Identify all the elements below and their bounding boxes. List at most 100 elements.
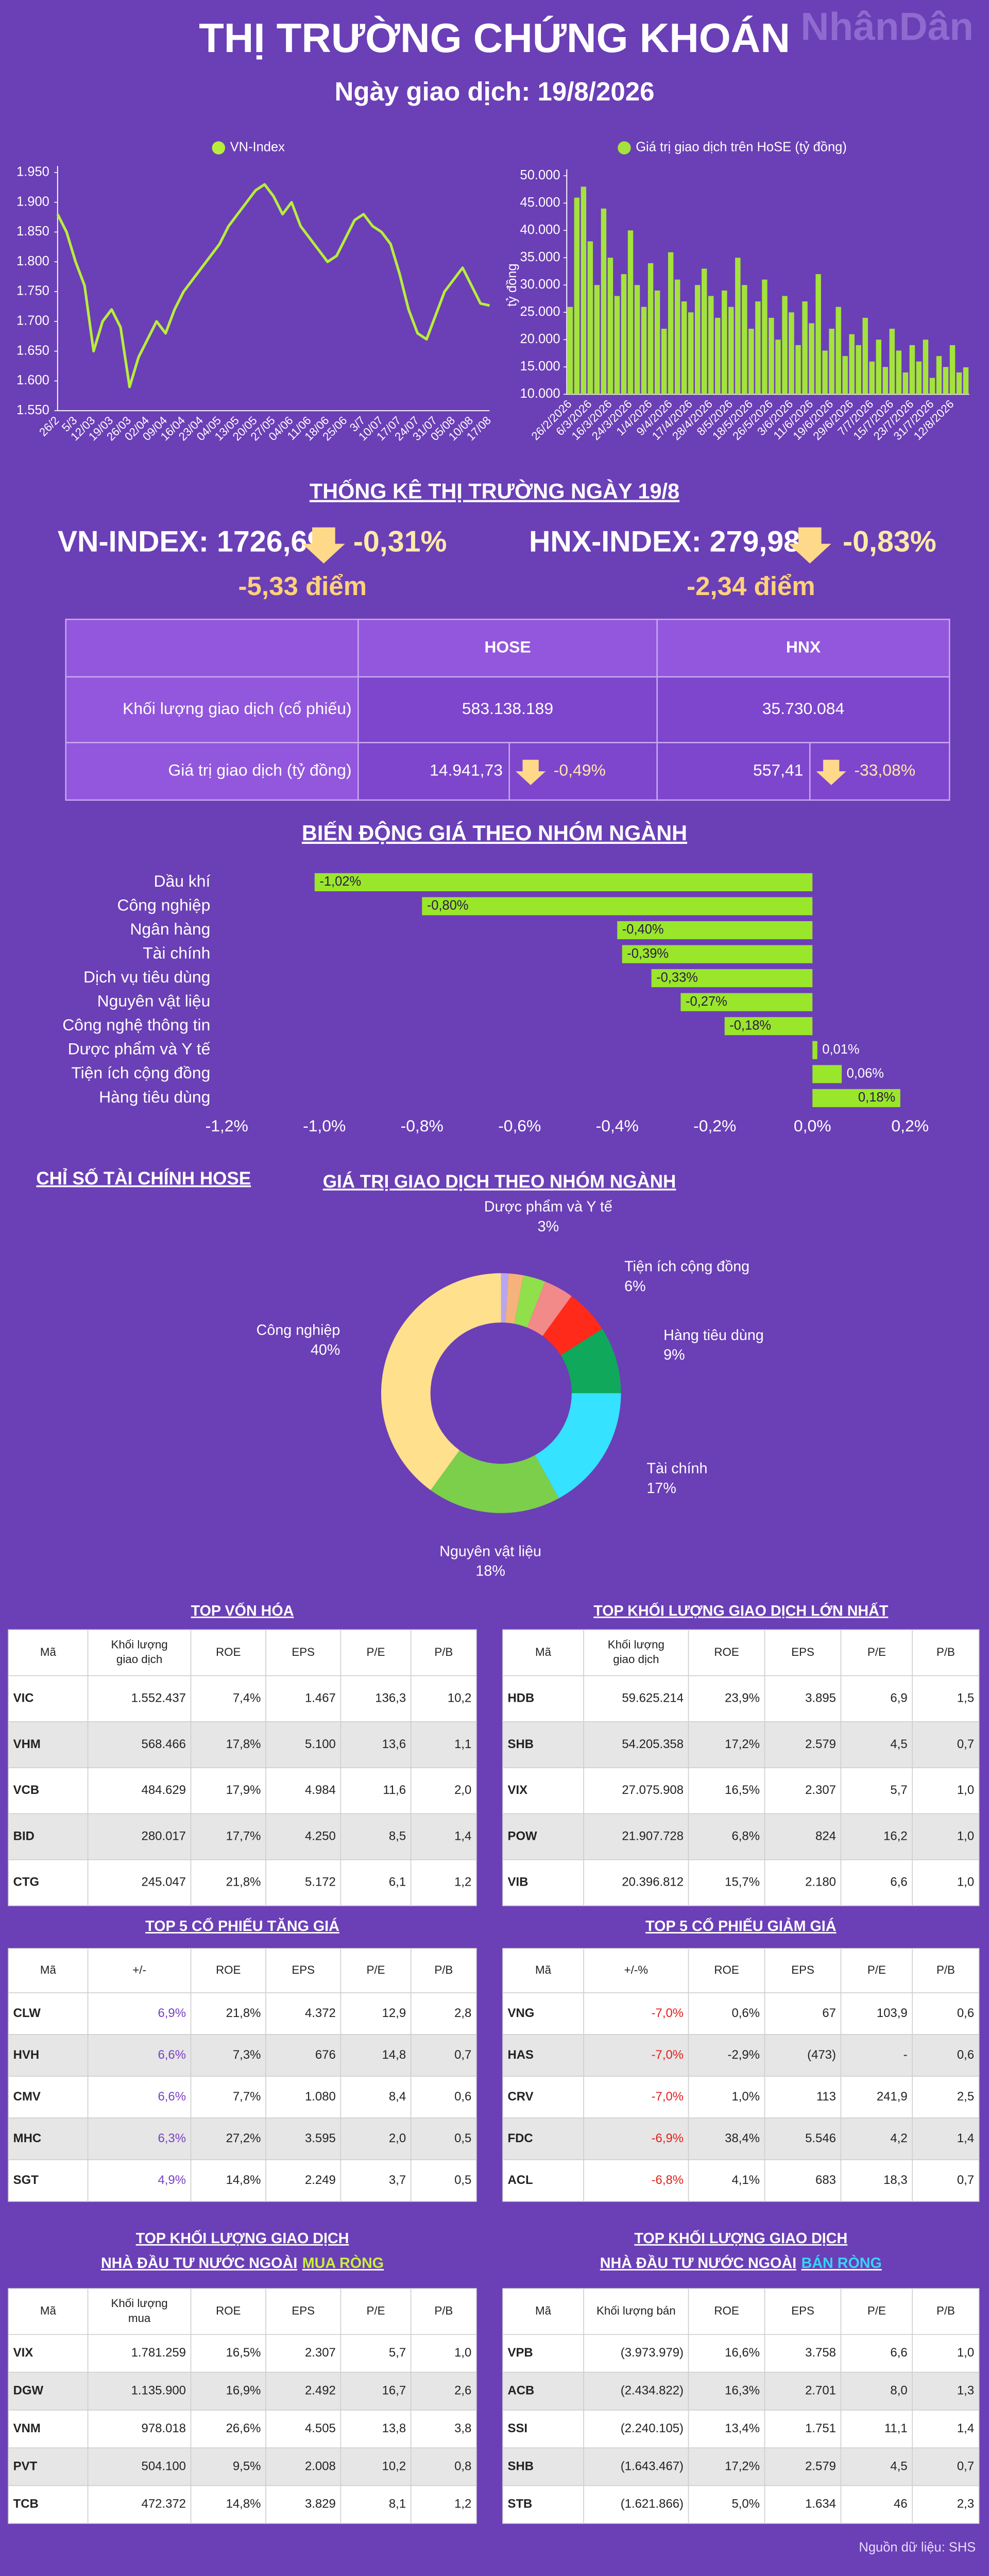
table-cell-text: SSI xyxy=(508,2421,528,2435)
arrow-icon xyxy=(788,527,831,564)
table-cell xyxy=(764,2334,842,2373)
table-cell xyxy=(65,742,359,801)
table-header-cell xyxy=(340,1948,412,1993)
table-cell-text: 1,0% xyxy=(731,2090,760,2104)
table-cell xyxy=(764,2159,842,2202)
table-cell-text: 10,2 xyxy=(448,1691,472,1705)
table-cell-text: VIX xyxy=(508,1783,528,1797)
table-cell-text: 46 xyxy=(894,2497,908,2511)
table-cell-text: 27,2% xyxy=(226,2131,261,2145)
table-cell-text: 8,1 xyxy=(389,2497,406,2511)
bar xyxy=(735,258,741,395)
table-cell xyxy=(190,1992,266,2035)
index-change-pct: -0,83% xyxy=(843,526,936,558)
table-cell xyxy=(340,1992,412,2035)
table-cell xyxy=(502,2076,584,2119)
table-cell xyxy=(502,2334,584,2373)
y-tick-label: 40.000 xyxy=(520,223,560,237)
table-cell-text: 824 xyxy=(815,1829,836,1843)
table-cell-text: (2.240.105) xyxy=(621,2421,684,2435)
legend-label: Giá trị giao dịch trên HoSE (tỷ đồng) xyxy=(636,140,847,155)
y-tick-label: 1.900 xyxy=(16,194,49,209)
table-cell-text: 484.629 xyxy=(142,1783,186,1797)
table-cell-text: 16,7 xyxy=(382,2384,406,2398)
table-cell-text: ACB xyxy=(508,2384,535,2398)
bar xyxy=(835,307,841,395)
table-cell-text: 1.634 xyxy=(805,2497,836,2511)
index-value: VN-INDEX: 1726,69 xyxy=(58,526,324,558)
table-cell xyxy=(87,2117,192,2160)
table-header: Khối lượng bán xyxy=(596,2304,676,2317)
table-cell-text: 21.907.728 xyxy=(622,1829,684,1843)
bar xyxy=(601,208,607,395)
table-cell xyxy=(764,2076,842,2119)
table-cell xyxy=(502,1992,584,2035)
table-cell-text: 0,5 xyxy=(454,2173,471,2187)
table-cell xyxy=(912,2076,980,2119)
y-tick-label: 1.600 xyxy=(16,373,49,387)
y-tick-label: 1.850 xyxy=(16,224,49,239)
table-cell-text: 8,0 xyxy=(890,2384,907,2398)
table-cell xyxy=(190,2117,266,2160)
category-label: Công nghiệp xyxy=(117,895,211,914)
table-header: +/- xyxy=(132,1963,146,1976)
table-cell xyxy=(583,1992,689,2035)
bar xyxy=(641,307,647,395)
table-cell xyxy=(410,2371,477,2411)
table-cell-text: VNG xyxy=(508,2006,535,2020)
bar xyxy=(956,372,962,395)
table-header-cell xyxy=(410,1948,477,1993)
table-header-cell xyxy=(410,1629,477,1676)
table-cell-text: MHC xyxy=(13,2131,41,2145)
table-cell-text: VIX xyxy=(13,2346,33,2360)
pie-slice xyxy=(381,1273,501,1490)
table-cell-text: 2.180 xyxy=(805,1875,836,1889)
table-cell-text: 1,4 xyxy=(957,2421,974,2435)
table-cell xyxy=(410,1992,477,2035)
table-cell-text: 1.552.437 xyxy=(131,1691,186,1705)
table-cell-text: VCB xyxy=(13,1783,39,1797)
table-cell-text: Khối lượng giao dịch (cổ phiếu) xyxy=(123,699,351,718)
table-cell-text: 504.100 xyxy=(142,2459,186,2473)
table-cell xyxy=(357,676,658,743)
bar xyxy=(842,356,848,395)
slice-label: Công nghiệp xyxy=(257,1322,340,1338)
slice-label: Tài chính xyxy=(646,1461,707,1477)
bar xyxy=(587,241,593,395)
bar xyxy=(627,230,634,395)
table-cell xyxy=(688,2159,765,2202)
bar xyxy=(916,361,922,395)
table-cell-text: 4,9% xyxy=(158,2173,186,2187)
table-cell xyxy=(190,1767,266,1815)
table-cell-text: 4.984 xyxy=(305,1783,336,1797)
table-cell xyxy=(688,2034,765,2077)
table-cell-text: 1,5 xyxy=(957,1691,974,1705)
table-cell xyxy=(502,2117,584,2160)
bar xyxy=(661,329,667,395)
table-cell-text: 6,9% xyxy=(158,2006,186,2020)
table-cell xyxy=(340,1859,412,1906)
pie-slice xyxy=(501,1273,509,1323)
bar xyxy=(929,378,935,395)
bar xyxy=(923,340,929,395)
bar xyxy=(748,329,754,395)
table-header: EPS xyxy=(292,1963,315,1976)
table-cell xyxy=(410,2076,477,2119)
table-header: P/E xyxy=(367,2304,385,2317)
value-label: 0,01% xyxy=(822,1042,859,1057)
table-cell xyxy=(265,1992,342,2035)
slice-value: 17% xyxy=(646,1480,676,1497)
x-tick-label: 0,0% xyxy=(794,1116,831,1135)
table-cell xyxy=(656,618,950,678)
subtitle-highlight: BÁN RÒNG xyxy=(802,2254,882,2272)
table-cell xyxy=(8,2159,89,2202)
table-cell-text: SHB xyxy=(508,1737,534,1751)
table-header: P/B xyxy=(434,1963,453,1976)
table-cell-text: 14.941,73 xyxy=(430,761,503,779)
table-cell-text: 1,3 xyxy=(957,2384,974,2398)
table-cell xyxy=(502,2371,584,2411)
table-header: Mã xyxy=(535,1963,552,1976)
table-cell xyxy=(265,2371,342,2411)
table-cell-text: 1,2 xyxy=(454,2497,471,2511)
